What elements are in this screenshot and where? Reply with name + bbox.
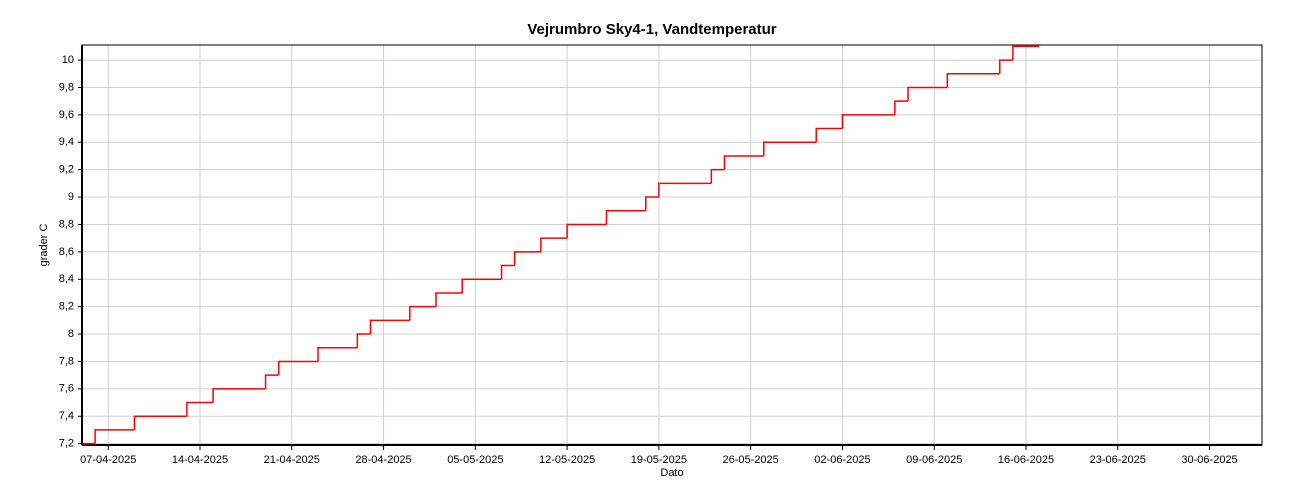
step-segment <box>356 333 371 348</box>
y-tick-label: 10 <box>62 54 74 66</box>
step-segment <box>461 278 502 293</box>
y-tick-label: 7,2 <box>59 438 74 450</box>
step-segment <box>645 196 659 211</box>
step-segment <box>723 155 764 170</box>
x-axis-label: Dato <box>660 467 683 479</box>
step-segment <box>212 388 266 403</box>
y-tick-label: 7,8 <box>59 355 74 367</box>
x-tick-label: 19-05-2025 <box>631 454 687 466</box>
x-tick-label: 02-06-2025 <box>814 454 870 466</box>
step-segment <box>894 100 908 115</box>
x-tick-label: 16-06-2025 <box>998 454 1054 466</box>
step-segment <box>841 114 895 129</box>
x-tick-label: 28-04-2025 <box>355 454 411 466</box>
step-segment <box>710 168 725 184</box>
step-segment <box>946 73 1000 88</box>
step-segment <box>317 346 358 362</box>
plot-frame <box>81 44 1263 446</box>
y-tick-label: 7,4 <box>59 410 74 422</box>
step-segment <box>1012 45 1040 61</box>
x-tick-label: 23-06-2025 <box>1090 454 1146 466</box>
y-tick-label: 7,6 <box>59 383 74 395</box>
step-segment <box>815 127 843 143</box>
step-segment <box>907 86 948 102</box>
step-segment <box>369 319 410 335</box>
y-tick-label: 9 <box>68 191 74 203</box>
x-tick-label: 07-04-2025 <box>80 454 136 466</box>
step-segment <box>277 360 318 376</box>
step-segment <box>605 210 646 225</box>
step-segment <box>435 292 463 307</box>
y-tick-label: 8,4 <box>59 273 74 285</box>
step-segment <box>999 59 1013 74</box>
step-segment <box>658 182 712 198</box>
y-axis-label: grader C <box>38 224 50 267</box>
y-tick-label: 9,4 <box>59 136 74 148</box>
x-tick-label: 30-06-2025 <box>1181 454 1237 466</box>
y-tick-label: 9,2 <box>59 164 74 176</box>
y-tick-label: 8 <box>68 328 74 340</box>
x-tick-label: 05-05-2025 <box>447 454 503 466</box>
step-segment <box>566 223 607 239</box>
x-tick-label: 14-04-2025 <box>172 454 228 466</box>
y-tick-label: 9,8 <box>59 81 74 93</box>
x-tick-label: 26-05-2025 <box>723 454 779 466</box>
step-segment <box>513 251 541 266</box>
step-segment <box>763 141 817 156</box>
step-segment <box>409 305 436 321</box>
step-segment <box>264 374 279 389</box>
x-tick-label: 12-05-2025 <box>539 454 595 466</box>
y-tick-label: 8,2 <box>59 301 74 313</box>
step-segment <box>540 237 568 252</box>
y-tick-label: 8,8 <box>59 218 74 230</box>
y-tick-label: 8,6 <box>59 246 74 258</box>
x-tick-label: 09-06-2025 <box>906 454 962 466</box>
step-segment <box>186 401 214 417</box>
step-segment <box>500 264 515 280</box>
step-segment <box>94 429 135 444</box>
step-segment <box>133 415 187 430</box>
x-tick-label: 21-04-2025 <box>264 454 320 466</box>
y-tick-label: 9,6 <box>59 109 74 121</box>
chart-title: Vejrumbro Sky4-1, Vandtemperatur <box>527 21 776 38</box>
